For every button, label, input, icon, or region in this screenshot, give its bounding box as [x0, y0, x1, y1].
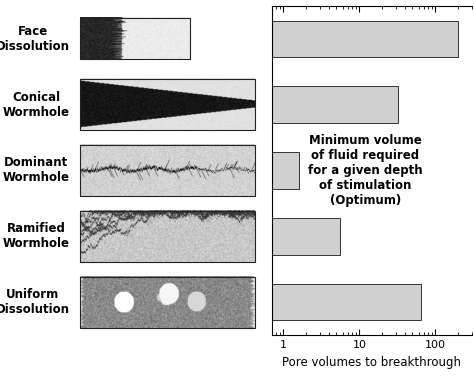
Bar [81, 277, 255, 328]
Text: Minimum volume
of fluid required
for a given depth
of stimulation
(Optimum): Minimum volume of fluid required for a g… [308, 134, 423, 207]
Text: Uniform
Dissolution: Uniform Dissolution [0, 288, 70, 316]
Bar [81, 145, 255, 196]
X-axis label: Pore volumes to breakthrough: Pore volumes to breakthrough [282, 356, 461, 369]
Text: Dominant
Wormhole: Dominant Wormhole [3, 157, 70, 184]
Bar [0, 86, 398, 123]
Text: Face
Dissolution: Face Dissolution [0, 25, 70, 53]
Text: Conical
Wormhole: Conical Wormhole [3, 91, 70, 118]
Bar [81, 211, 255, 262]
Bar [0, 284, 421, 320]
Bar [0, 218, 340, 255]
Text: Ramified
Wormhole: Ramified Wormhole [3, 223, 70, 250]
Bar [0, 21, 458, 57]
Bar [81, 18, 190, 59]
Bar [81, 79, 255, 130]
Bar [0, 152, 299, 189]
